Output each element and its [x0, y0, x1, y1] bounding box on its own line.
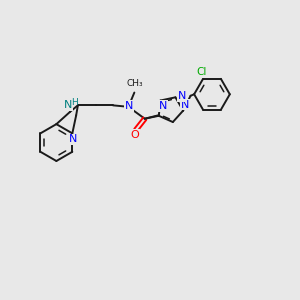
Text: N: N	[178, 91, 186, 101]
Text: N: N	[64, 100, 72, 110]
Text: N: N	[180, 100, 189, 110]
Text: O: O	[130, 130, 139, 140]
Text: N: N	[125, 101, 133, 111]
Text: H: H	[71, 98, 78, 107]
Text: Cl: Cl	[196, 67, 207, 77]
Text: N: N	[159, 101, 168, 111]
Text: CH₃: CH₃	[127, 80, 143, 88]
Text: N: N	[69, 134, 77, 144]
